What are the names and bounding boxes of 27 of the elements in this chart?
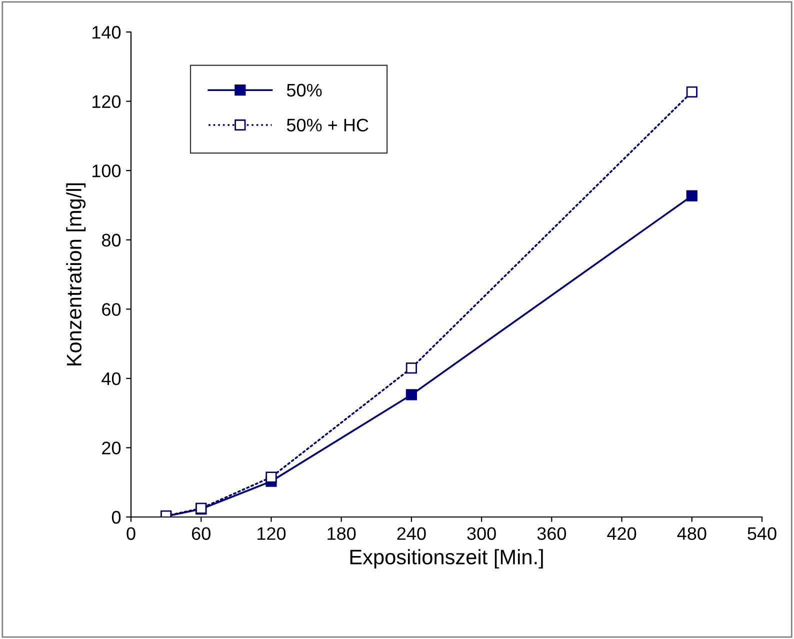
y-tick-label: 140 [92, 26, 121, 39]
x-axis-title: Expositionszeit [Min.] [350, 549, 543, 569]
x-tick-label: 240 [397, 527, 426, 540]
x-tick-label: 480 [677, 527, 706, 540]
y-tick-label: 60 [102, 303, 121, 316]
x-tick-label: 60 [192, 527, 210, 540]
x-tick-label: 120 [258, 527, 286, 540]
x-tick-label: 0 [126, 527, 136, 540]
point [406, 362, 417, 374]
y-tick-label: 40 [102, 372, 121, 386]
y-tick-label: 0 [112, 510, 121, 524]
y-tick-label: 20 [102, 442, 121, 454]
y-tick-label: 80 [102, 234, 121, 247]
point [686, 86, 698, 98]
x-tick-label: 420 [607, 527, 636, 540]
y-tick-label: 120 [92, 95, 121, 108]
point [686, 190, 698, 202]
y-tick-label: 100 [92, 164, 121, 178]
x-tick-label: 300 [467, 527, 496, 540]
legend-label: 50% [286, 84, 322, 97]
x-tick-label: 540 [748, 527, 776, 540]
legend-label: 50% + HC [286, 118, 368, 132]
y-axis-title: Konzentration [mg/l] [66, 183, 86, 366]
point [406, 389, 417, 400]
point [266, 472, 277, 483]
x-tick-label: 180 [328, 527, 356, 540]
x-tick-label: 360 [537, 527, 566, 540]
